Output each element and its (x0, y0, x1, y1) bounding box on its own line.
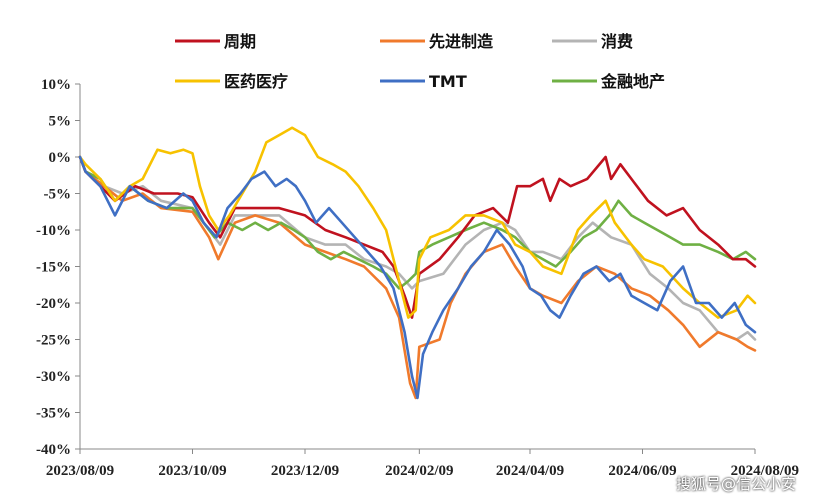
watermark: 搜狐号@信公小安 (675, 475, 796, 493)
legend-label: 先进制造 (429, 32, 494, 51)
y-tick-label: -30% (36, 369, 71, 385)
legend-label: 消费 (601, 32, 633, 51)
y-axis: 10% 5% 0% -5% -10% -15% -20% -25% -30% -35% -40% (36, 77, 81, 458)
x-tick-label: 2023/10/09 (158, 463, 226, 479)
legend-item: 医药医疗 (175, 72, 288, 91)
y-tick-label: -20% (36, 296, 71, 312)
legend-label: 金融地产 (600, 72, 665, 91)
y-tick-label: -35% (36, 406, 71, 422)
y-tick-label: 10% (41, 77, 71, 93)
series-line-6 (78, 155, 757, 290)
legend-item: 消费 (552, 32, 633, 51)
x-tick-label: 2023/12/09 (271, 463, 339, 479)
legend-item: 周期 (175, 32, 256, 51)
y-tick-label: -25% (36, 333, 71, 349)
legend-label: TMT (429, 72, 467, 91)
x-tick-label: 2024/04/09 (496, 463, 564, 479)
series-line-4 (78, 126, 757, 319)
x-tick-label: 2024/02/09 (385, 463, 453, 479)
x-tick-label: 2024/08/09 (731, 463, 799, 479)
y-tick-label: 5% (49, 114, 72, 130)
x-axis: 2023/08/09 2023/10/09 2023/12/09 2024/02/09… (46, 448, 799, 479)
legend-item: 先进制造 (380, 32, 494, 51)
y-tick-label: -5% (44, 187, 72, 203)
x-tick-label: 2024/06/09 (608, 463, 676, 479)
plot-lines (78, 126, 757, 400)
y-tick-label: 0% (49, 150, 72, 166)
series-line-2 (78, 155, 757, 400)
x-tick-label: 2023/08/09 (46, 463, 114, 479)
y-tick-label: -40% (36, 442, 71, 458)
y-tick-label: -10% (36, 223, 71, 239)
series-line-1 (78, 155, 757, 319)
series-line-5 (78, 155, 757, 400)
series-line-3 (78, 155, 757, 341)
legend-item: TMT (380, 72, 467, 91)
legend-label: 周期 (224, 32, 256, 51)
y-tick-label: -15% (36, 260, 71, 276)
legend-item: 金融地产 (552, 72, 665, 91)
legend-label: 医药医疗 (224, 72, 288, 91)
